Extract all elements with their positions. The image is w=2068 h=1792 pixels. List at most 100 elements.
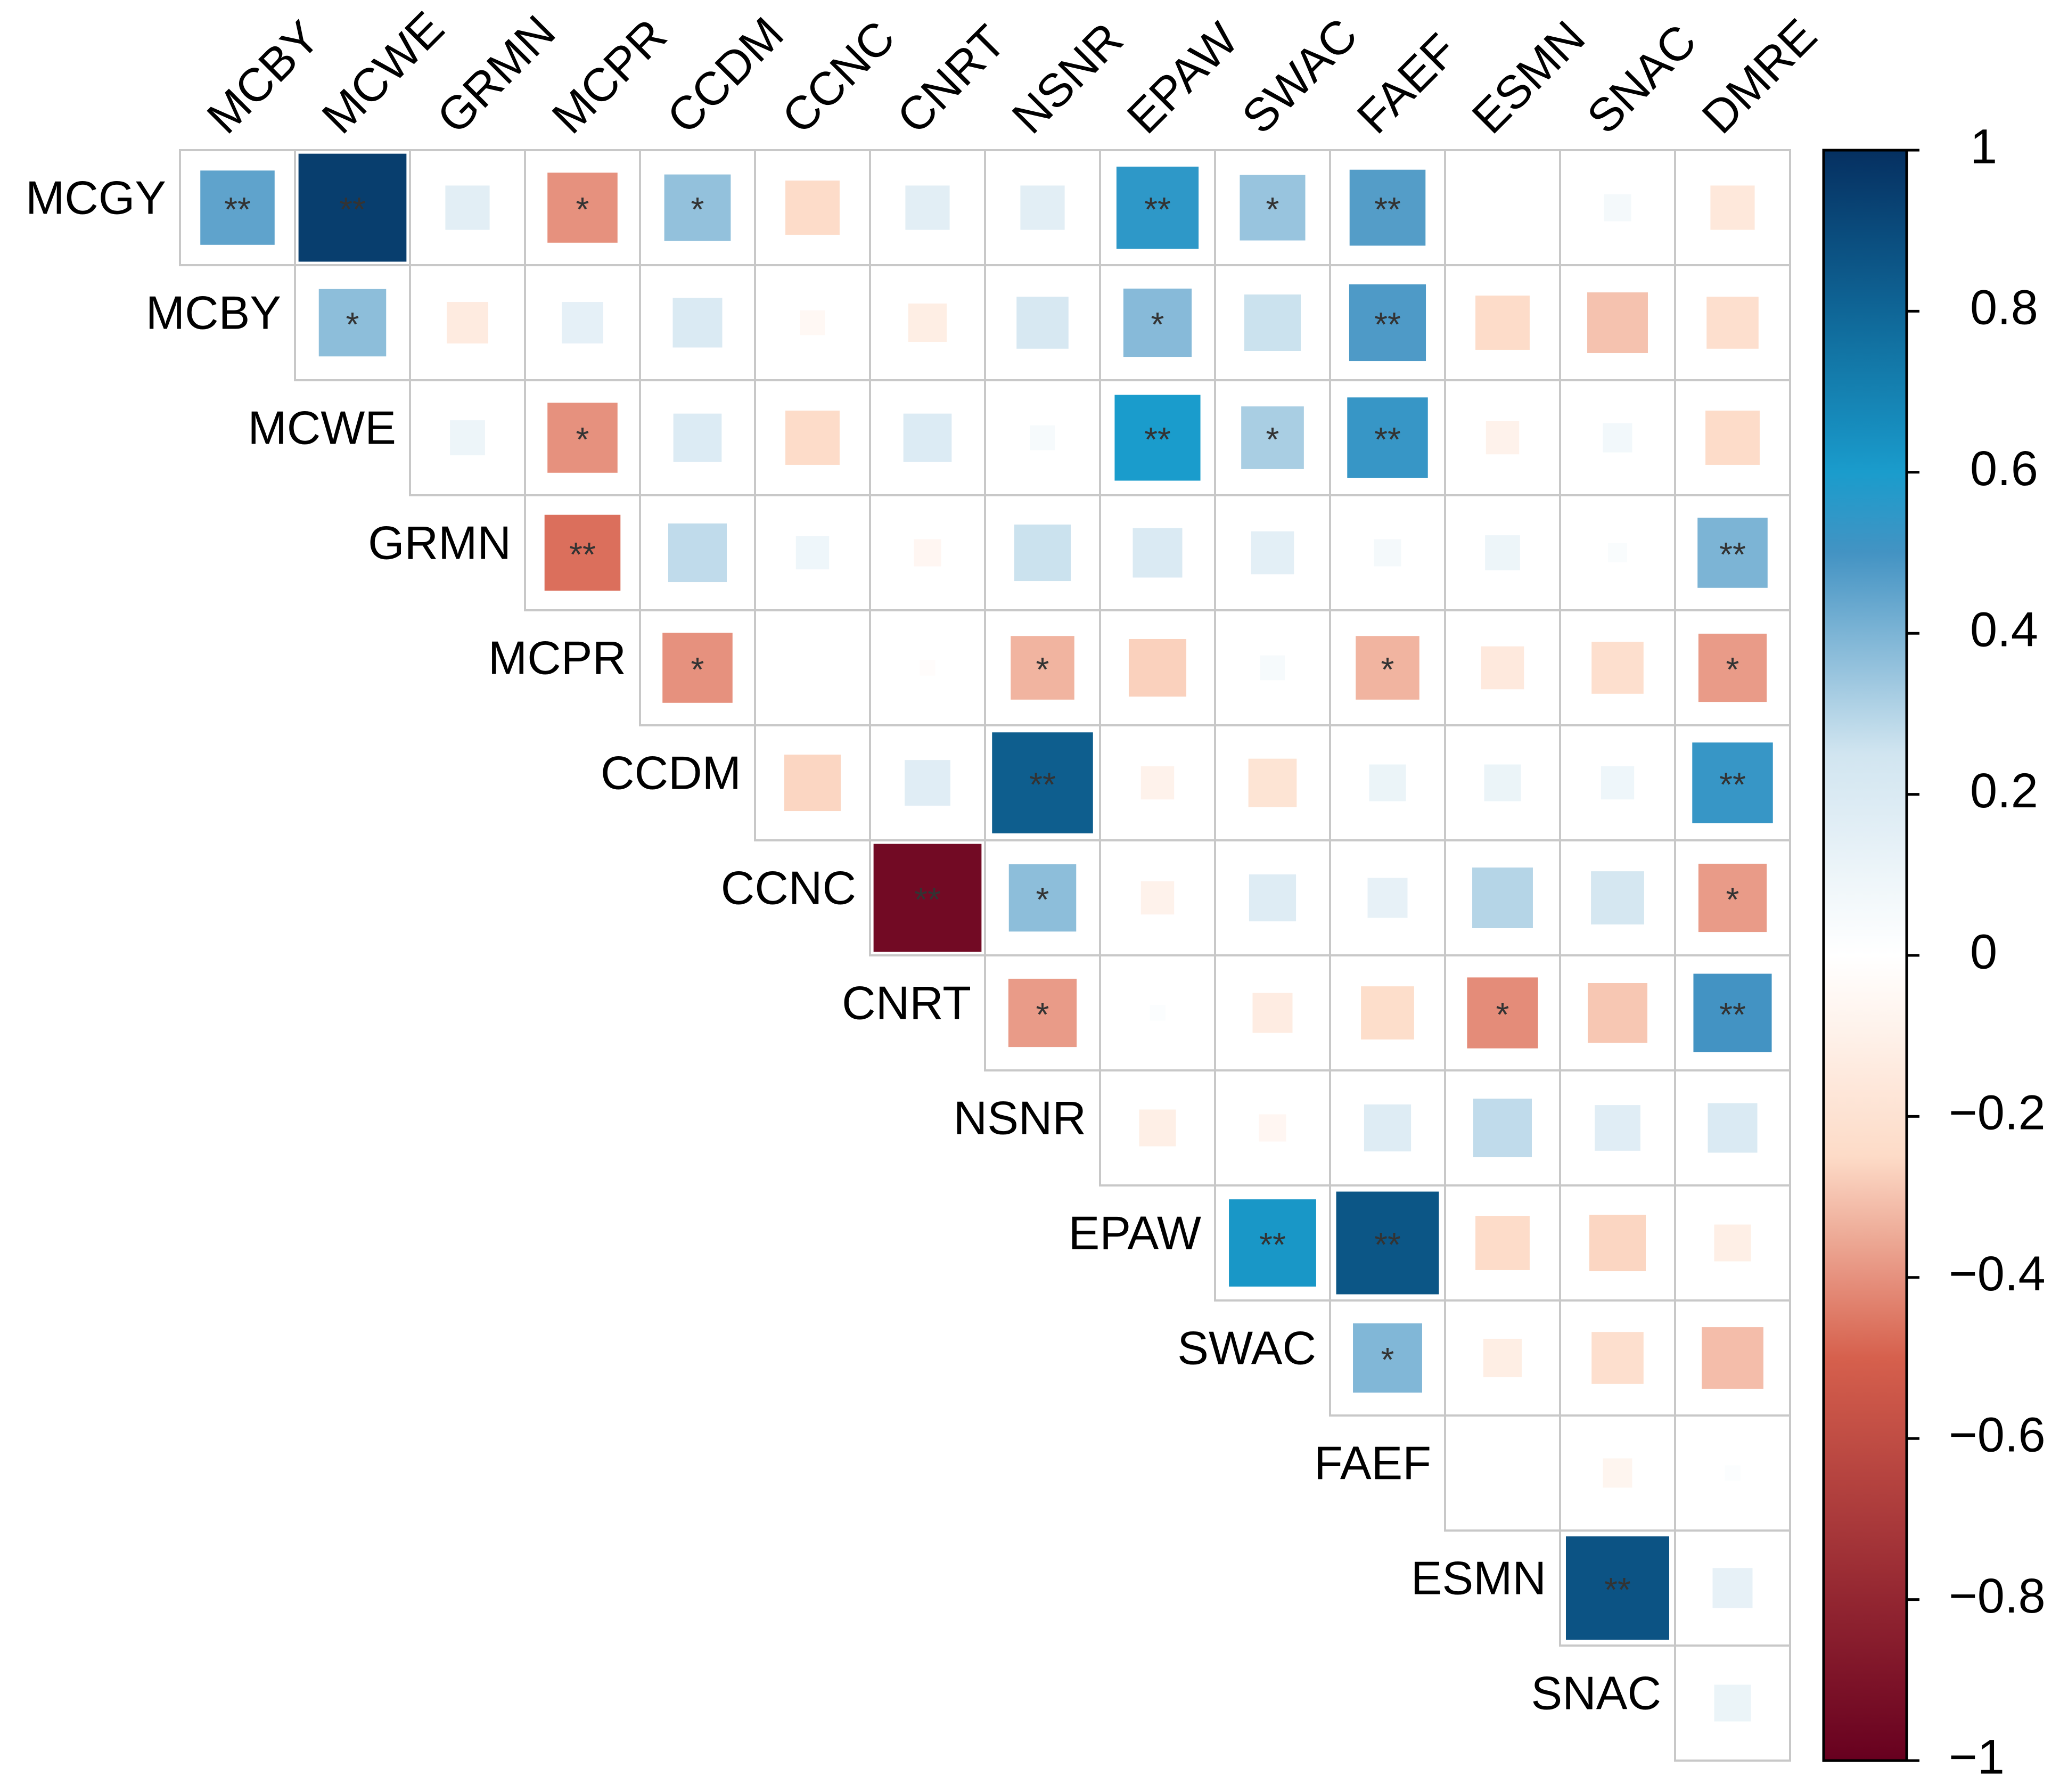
colorbar: 1 0.8 0.6 0.4 0.2 0 −0.2 −0.4 −0.6 −0.8 −1 [1822,119,2046,1784]
cell-grmn-dmre [1697,518,1768,588]
significance-mark: ** [1144,420,1171,459]
col-label-dmre: DMRE [1692,9,1826,143]
grid-cell-mcpr-ccnc [754,609,871,726]
cell-mcby-cnrt [908,303,947,342]
cell-mcwe-ccdm [673,413,722,462]
cell-mcgy-nsnr [1020,185,1065,230]
significance-mark: * [691,190,704,228]
cell-mcwe-nsnr [1030,425,1055,451]
cell-epaw-snac [1589,1214,1646,1272]
grid-cell-snac-dmre [1674,1644,1791,1762]
cell-mcby-ccnc [800,310,825,336]
cell-mcby-faef [1349,284,1426,362]
cell-snac-dmre [1714,1684,1751,1722]
cell-grmn-epaw [1133,528,1183,578]
cell-cnrt-faef [1361,986,1414,1040]
cell-mcby-swac [1244,294,1301,351]
col-label-cnrt: CNRT [887,15,1015,144]
cell-mcgy-snac [1604,194,1631,222]
cell-cnrt-snac [1587,983,1648,1043]
cell-ccnc-swac [1249,874,1296,922]
cell-mcgy-mcby [200,170,275,245]
cell-mcpr-ccdm [662,633,733,703]
cell-ccdm-swac [1248,758,1297,807]
significance-layer: ** ** * * ** * *** * *** ** * **** *** * * *** **** * ** * *… [224,190,1746,1609]
cell-mcby-snac [1587,292,1648,353]
cell-mcgy-dmre [1710,185,1755,230]
cell-grmn-snac [1607,543,1628,563]
cell-mcby-mcwe [318,289,387,357]
significance-mark: * [1036,880,1049,919]
cell-mcwe-esmn [1486,421,1520,455]
col-label-nsnr: NSNR [1002,12,1133,143]
col-label-mcby: MCBY [196,11,330,144]
colorbar-tick-label: 1 [1970,119,1997,174]
significance-mark: * [1726,880,1739,919]
cell-faef-snac [1603,1458,1632,1488]
row-label-mcgy: MCGY [26,171,166,224]
cell-mcpr-epaw [1128,639,1187,697]
cell-mcwe-snac [1603,423,1632,453]
cell-epaw-swac [1229,1199,1316,1287]
row-label-snac: SNAC [1531,1666,1662,1719]
colorbar-gradient [1824,150,1907,1761]
row-label-mcwe: MCWE [248,401,396,454]
colorbar-tick-label: −0.2 [1949,1086,2046,1140]
cell-mcby-ccdm [672,298,723,348]
cell-mcwe-mcpr [547,403,618,473]
cell-mcpr-esmn [1481,646,1524,690]
significance-mark: * [1381,1340,1394,1379]
cell-mcby-nsnr [1016,297,1069,349]
cell-grmn-esmn [1485,535,1520,570]
colorbar-tick-label: 0.4 [1970,602,2038,657]
cell-ccdm-ccnc [784,754,841,812]
colorbar-tick-label: −0.6 [1949,1408,2046,1462]
cell-mcpr-snac [1591,642,1644,694]
cell-ccdm-dmre [1692,742,1773,823]
cell-mcpr-cnrt [920,660,935,676]
significance-mark: ** [914,880,941,919]
cell-swac-dmre [1702,1327,1763,1389]
significance-mark: ** [569,535,596,574]
row-labels: MCGY MCBY MCWE GRMN MCPR CCDM CCNC CNRT NSNR EPAW… [26,171,1661,1719]
cell-swac-esmn [1483,1338,1522,1378]
cell-grmn-faef [1374,539,1401,567]
col-label-swac: SWAC [1232,8,1367,143]
cell-epaw-faef [1336,1191,1439,1295]
cell-mcgy-epaw [1116,166,1199,249]
row-label-mcby: MCBY [146,286,281,339]
cell-nsnr-faef [1364,1104,1412,1152]
cell-mcpr-nsnr [1011,636,1074,700]
cell-esmn-snac [1565,1536,1670,1640]
cell-mcwe-cnrt [903,413,952,462]
significance-mark: ** [1029,765,1056,804]
colorbar-tick-label: 0.8 [1970,281,2038,335]
significance-mark: * [1496,995,1509,1034]
significance-mark: ** [1374,420,1401,459]
significance-mark: ** [1374,1225,1401,1264]
col-label-mcpr: MCPR [541,9,676,143]
significance-mark: * [1036,650,1049,689]
significance-mark: * [576,420,589,459]
significance-mark: * [1266,420,1279,459]
row-label-swac: SWAC [1177,1321,1316,1374]
cell-swac-faef [1353,1323,1422,1393]
col-label-mcwe: MCWE [311,1,454,143]
cell-epaw-dmre [1714,1224,1751,1262]
col-label-snac: SNAC [1577,14,1706,144]
cell-mcwe-ccnc [785,411,840,465]
cell-mcgy-ccnc [785,181,840,235]
cell-mcwe-faef [1347,397,1428,478]
cell-mcby-epaw [1123,288,1192,357]
significance-mark: ** [1259,1225,1286,1264]
colorbar-tick-label: −1 [1949,1730,2005,1784]
cell-mcgy-mcpr [547,173,618,243]
significance-mark: ** [1719,535,1746,574]
cell-grmn-nsnr [1014,524,1071,582]
cell-grmn-ccdm [668,523,727,583]
significance-mark: ** [339,190,366,228]
significance-mark: ** [224,190,251,228]
cell-mcby-dmre [1706,297,1759,349]
